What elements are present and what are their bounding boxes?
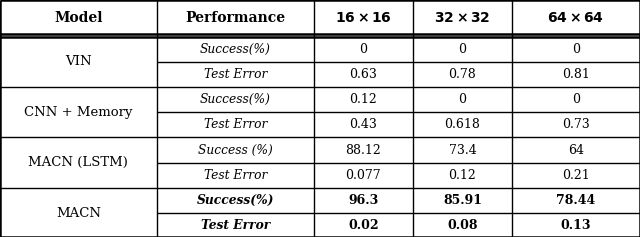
Text: Model: Model — [54, 11, 102, 25]
Text: 96.3: 96.3 — [348, 194, 378, 207]
Text: 0.08: 0.08 — [447, 219, 477, 232]
Text: 0.81: 0.81 — [562, 68, 590, 81]
Text: Test Error: Test Error — [204, 68, 267, 81]
Text: 78.44: 78.44 — [556, 194, 596, 207]
Text: 0.73: 0.73 — [562, 118, 590, 131]
Text: $\mathbf{16 \times 16}$: $\mathbf{16 \times 16}$ — [335, 11, 392, 25]
Text: VIN: VIN — [65, 55, 92, 68]
Text: 0.12: 0.12 — [449, 169, 476, 182]
Text: $\mathbf{32 \times 32}$: $\mathbf{32 \times 32}$ — [434, 11, 491, 25]
Text: Success (%): Success (%) — [198, 144, 273, 157]
Text: $\mathbf{64 \times 64}$: $\mathbf{64 \times 64}$ — [547, 11, 605, 25]
Text: Success(%): Success(%) — [200, 93, 271, 106]
Text: 85.91: 85.91 — [443, 194, 482, 207]
Text: 0.618: 0.618 — [444, 118, 481, 131]
Text: Success(%): Success(%) — [196, 194, 274, 207]
Text: 88.12: 88.12 — [346, 144, 381, 157]
Text: 0: 0 — [572, 43, 580, 56]
Text: 64: 64 — [568, 144, 584, 157]
Text: 0.02: 0.02 — [348, 219, 378, 232]
Text: 0.63: 0.63 — [349, 68, 377, 81]
Text: 0.78: 0.78 — [449, 68, 476, 81]
Text: 0: 0 — [458, 93, 467, 106]
Text: MACN: MACN — [56, 206, 101, 219]
Text: CNN + Memory: CNN + Memory — [24, 106, 132, 119]
Text: Performance: Performance — [185, 11, 285, 25]
Text: MACN (LSTM): MACN (LSTM) — [28, 156, 129, 169]
Text: 0: 0 — [458, 43, 467, 56]
Text: 0.077: 0.077 — [346, 169, 381, 182]
Text: Test Error: Test Error — [204, 169, 267, 182]
Text: 0.13: 0.13 — [561, 219, 591, 232]
Text: 0: 0 — [572, 93, 580, 106]
Text: 0: 0 — [359, 43, 367, 56]
Text: Success(%): Success(%) — [200, 43, 271, 56]
Text: 0.12: 0.12 — [349, 93, 377, 106]
Text: 0.43: 0.43 — [349, 118, 377, 131]
Text: 0.21: 0.21 — [562, 169, 590, 182]
Text: Test Error: Test Error — [204, 118, 267, 131]
Text: Test Error: Test Error — [200, 219, 270, 232]
Text: 73.4: 73.4 — [449, 144, 476, 157]
